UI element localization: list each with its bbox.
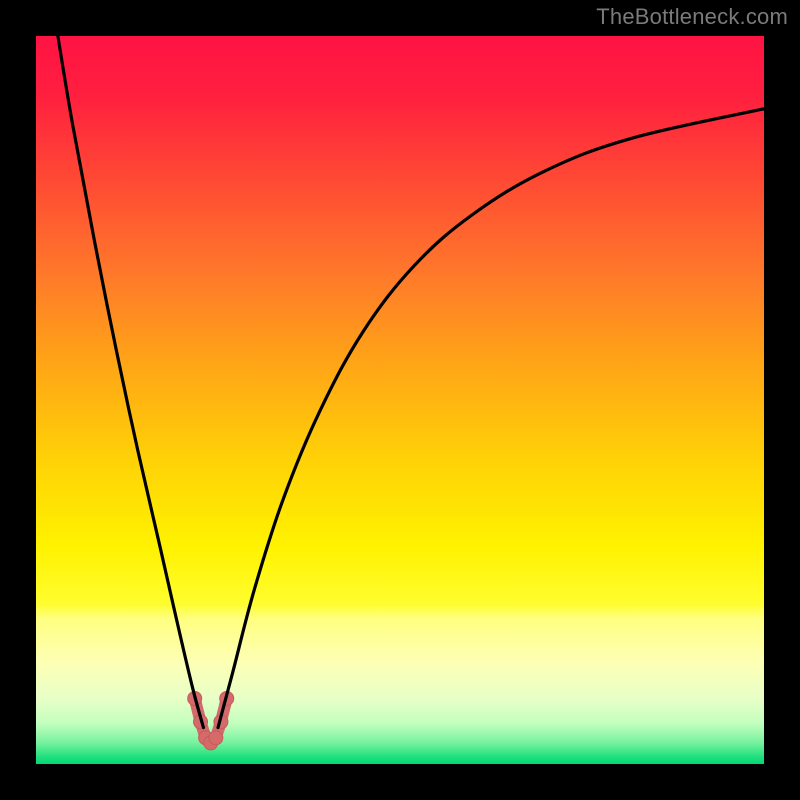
chart-container: TheBottleneck.com xyxy=(0,0,800,800)
plot-area xyxy=(36,36,764,764)
watermark-text: TheBottleneck.com xyxy=(596,4,788,30)
gradient-bottom-band xyxy=(36,618,764,764)
marker-dot xyxy=(209,731,223,745)
chart-svg xyxy=(36,36,764,764)
